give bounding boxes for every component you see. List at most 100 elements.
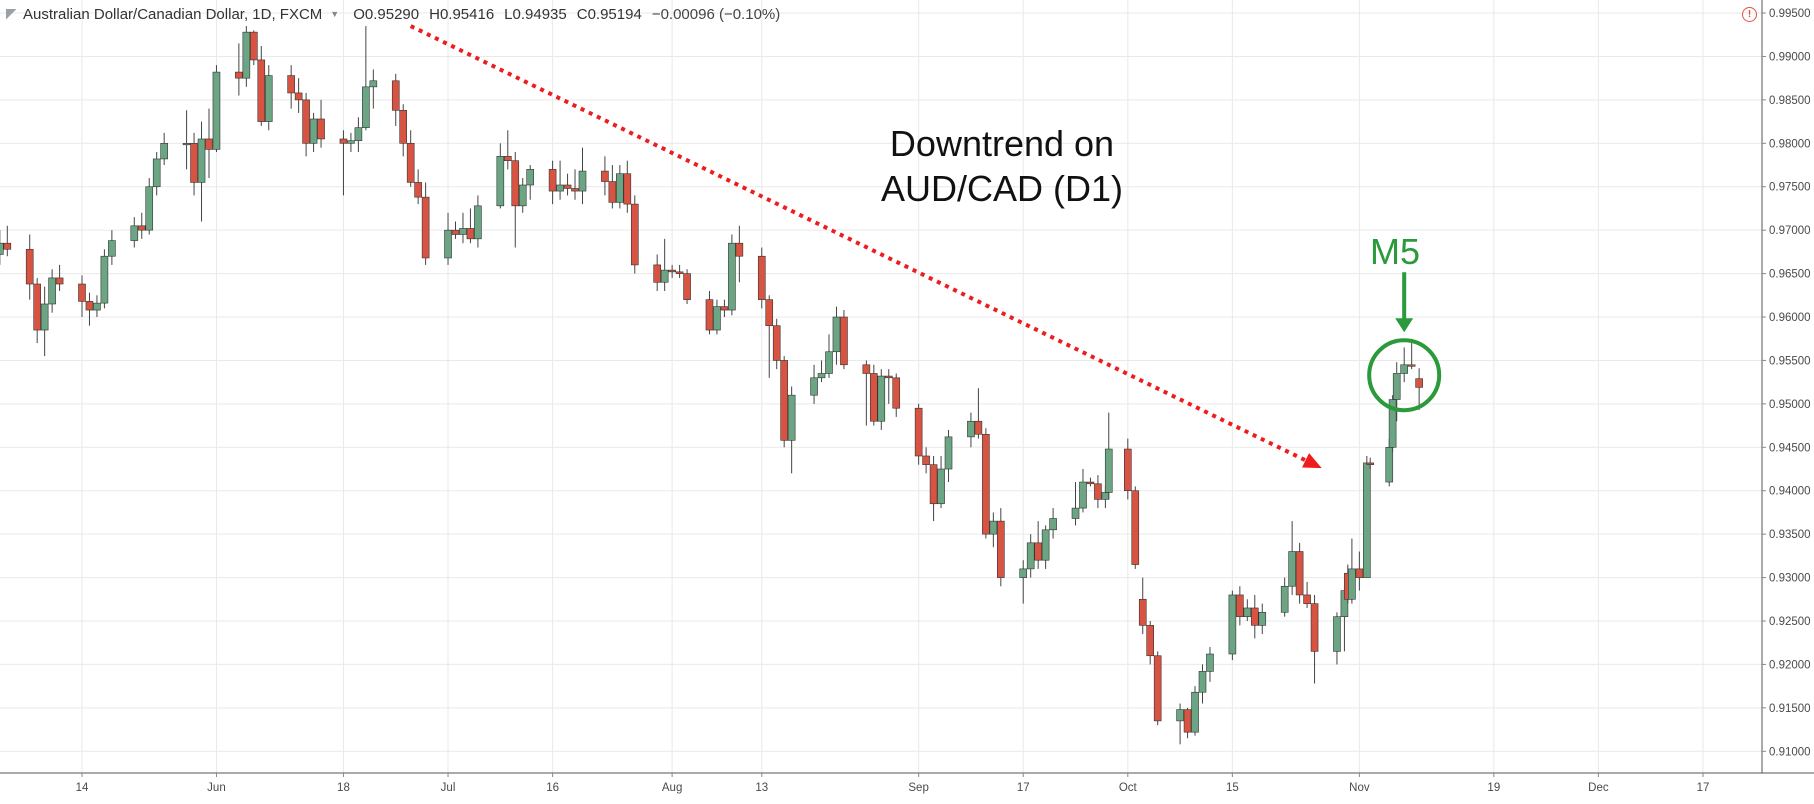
candle-body bbox=[1388, 399, 1397, 448]
candle-body bbox=[929, 464, 938, 505]
symbol-title[interactable]: Australian Dollar/Canadian Dollar, 1D, F… bbox=[23, 5, 323, 23]
candle-body bbox=[1303, 594, 1311, 604]
candle-body bbox=[287, 75, 295, 94]
candle bbox=[832, 306, 841, 365]
candle-body bbox=[1153, 655, 1162, 722]
candle-body bbox=[772, 325, 781, 361]
candle-body bbox=[922, 455, 930, 465]
candle-body bbox=[1041, 529, 1050, 561]
candle bbox=[317, 99, 325, 148]
candle-body bbox=[1191, 691, 1199, 733]
candle-body bbox=[870, 373, 878, 422]
candle bbox=[391, 73, 400, 126]
candle bbox=[884, 369, 893, 404]
price-tick-label: 0.91500 bbox=[1769, 703, 1811, 715]
candle-body bbox=[1131, 490, 1140, 565]
ohlc-close: C0.95194 bbox=[576, 5, 642, 23]
candle-body bbox=[414, 182, 422, 198]
candle-body bbox=[713, 306, 721, 331]
candle-body bbox=[1176, 709, 1184, 722]
candle-body bbox=[40, 303, 49, 331]
candle-body bbox=[1295, 551, 1304, 596]
candle-body bbox=[130, 225, 139, 241]
candle-body bbox=[1049, 518, 1057, 531]
candle bbox=[944, 429, 953, 483]
price-axis[interactable]: 0.99500 0.99000 0.98500 0.98000 0.97500 0.970… bbox=[1762, 8, 1811, 758]
time-tick-label: 17 bbox=[1697, 782, 1710, 794]
candle bbox=[974, 388, 983, 439]
candle bbox=[1206, 647, 1214, 682]
candle-body bbox=[250, 31, 258, 61]
price-tick-label: 0.91000 bbox=[1769, 746, 1811, 758]
candle bbox=[399, 104, 408, 157]
price-tick-label: 0.93000 bbox=[1769, 573, 1811, 585]
candle bbox=[563, 173, 572, 196]
candle-body bbox=[264, 75, 273, 122]
candle bbox=[578, 147, 587, 205]
candle-body bbox=[1310, 603, 1319, 652]
candle bbox=[608, 165, 617, 209]
candle-body bbox=[892, 377, 901, 409]
candle bbox=[713, 299, 721, 335]
candle bbox=[1071, 482, 1080, 526]
candle bbox=[145, 178, 154, 235]
candle bbox=[877, 369, 886, 430]
candle-body bbox=[1355, 568, 1364, 578]
candle bbox=[0, 230, 4, 265]
candle bbox=[1250, 594, 1259, 639]
candle-body bbox=[496, 156, 505, 207]
candle bbox=[556, 160, 564, 200]
candle bbox=[100, 249, 109, 309]
price-tick-label: 0.94500 bbox=[1769, 442, 1811, 454]
candle-body bbox=[294, 92, 303, 101]
annotation-title-line-2: AUD/CAD (D1) bbox=[881, 168, 1123, 209]
candle-body bbox=[1086, 481, 1095, 485]
candle bbox=[369, 69, 378, 109]
candle-body bbox=[974, 420, 983, 435]
candle bbox=[1236, 586, 1244, 626]
candle bbox=[182, 110, 191, 170]
candle-body bbox=[309, 118, 318, 144]
candle bbox=[3, 225, 12, 257]
candle bbox=[630, 195, 639, 274]
candle-body bbox=[55, 277, 64, 285]
candle bbox=[1176, 703, 1184, 745]
candle-body bbox=[0, 242, 4, 255]
price-tick-label: 0.97500 bbox=[1769, 182, 1811, 194]
alert-icon[interactable]: ! bbox=[1742, 7, 1757, 22]
candle bbox=[1366, 457, 1375, 470]
candle-body bbox=[1228, 594, 1237, 655]
time-tick-label: 13 bbox=[755, 782, 768, 794]
candle bbox=[1280, 577, 1289, 617]
candle bbox=[914, 403, 923, 465]
candle-body bbox=[556, 184, 564, 192]
candle bbox=[1086, 477, 1095, 487]
chevron-down-icon[interactable]: ▼ bbox=[330, 9, 340, 19]
candle bbox=[459, 212, 467, 244]
candle-body bbox=[1138, 598, 1147, 626]
candle-body bbox=[1124, 448, 1132, 492]
candle bbox=[48, 269, 56, 313]
candle bbox=[137, 212, 146, 239]
candle-body bbox=[93, 302, 101, 311]
candle bbox=[518, 178, 527, 213]
candle bbox=[825, 334, 833, 378]
candle-body bbox=[825, 351, 833, 374]
time-axis[interactable]: 14 Jun 18 Jul 16 Aug 13 Sep 17 Oct 15 Nov 19 Dec 17 bbox=[76, 773, 1710, 794]
candle-body bbox=[1019, 568, 1028, 578]
candle bbox=[1258, 603, 1267, 635]
candle-body bbox=[571, 188, 579, 192]
candle-body bbox=[1236, 594, 1244, 617]
candle-body bbox=[780, 360, 788, 441]
ohlc-high: H0.95416 bbox=[429, 5, 495, 23]
candle-body bbox=[466, 228, 475, 240]
candle bbox=[1295, 542, 1304, 604]
time-tick-label: Nov bbox=[1349, 782, 1370, 794]
price-tick-label: 0.97000 bbox=[1769, 225, 1811, 237]
candle bbox=[1124, 438, 1132, 500]
candle bbox=[1079, 469, 1087, 513]
candle bbox=[1183, 707, 1192, 739]
trend-line bbox=[409, 24, 1316, 467]
